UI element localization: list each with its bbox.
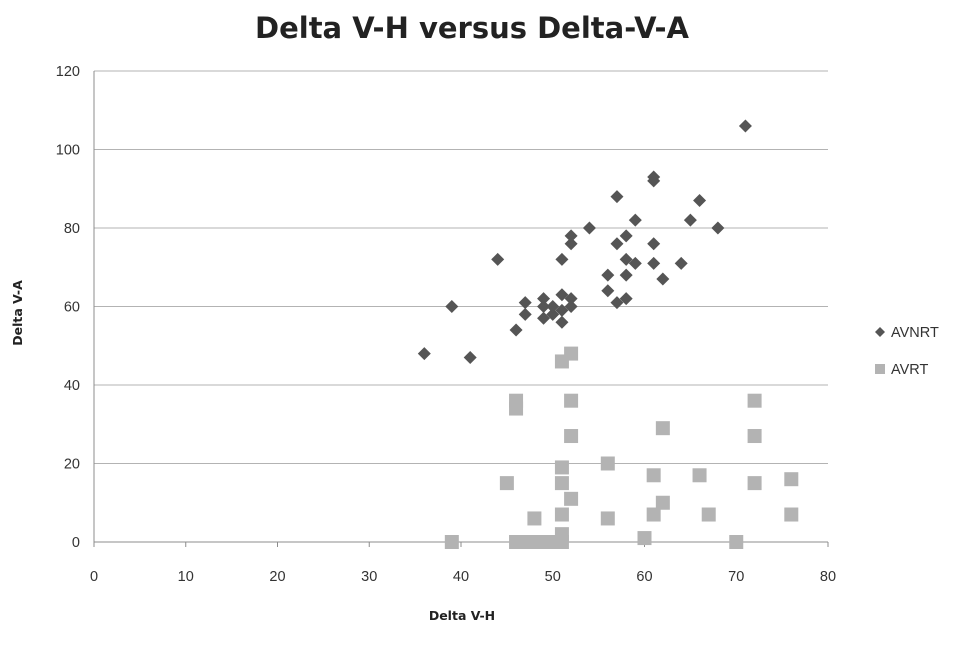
data-point-avrt: [784, 472, 799, 487]
legend: AVNRT AVRT: [875, 325, 939, 378]
data-point-avnrt: [555, 303, 569, 317]
data-point-avnrt: [647, 256, 661, 270]
legend-marker-avrt: [875, 364, 885, 374]
data-point-avnrt: [546, 307, 560, 321]
data-point-avnrt: [537, 311, 551, 325]
data-point-avrt: [499, 476, 514, 491]
data-point-avrt: [655, 495, 670, 510]
data-point-avnrt: [555, 288, 569, 302]
x-tick-label: 30: [361, 569, 377, 585]
data-point-avrt: [600, 511, 615, 526]
data-point-avnrt: [417, 347, 431, 361]
data-point-avnrt: [564, 292, 578, 306]
y-axis-title: Delta V-A: [10, 280, 25, 346]
y-tick-label: 80: [64, 221, 80, 237]
data-point-avrt: [554, 476, 569, 491]
data-point-avrt: [564, 393, 579, 408]
data-point-avnrt: [564, 229, 578, 243]
legend-label-avrt: AVRT: [891, 362, 928, 378]
data-point-avrt: [554, 527, 569, 542]
tick-labels: 0 20 40 60 80 100 120 0 10 20 30 40 50 60 70 80: [56, 64, 836, 585]
data-point-avnrt: [619, 252, 633, 266]
chart-title: Delta V-H versus Delta-V-A: [255, 11, 689, 45]
data-point-avrt: [646, 507, 661, 522]
data-point-avrt: [646, 468, 661, 483]
data-point-avnrt: [518, 307, 532, 321]
axes: [93, 71, 829, 547]
x-tick-label: 80: [820, 569, 836, 585]
data-point-avnrt: [738, 119, 752, 133]
x-tick-label: 10: [178, 569, 194, 585]
data-point-avnrt: [628, 256, 642, 270]
data-point-avnrt: [683, 213, 697, 227]
data-point-avnrt: [564, 300, 578, 313]
data-point-avrt: [729, 535, 744, 549]
data-point-avnrt: [610, 296, 624, 310]
data-point-avrt: [747, 393, 762, 408]
data-point-avnrt: [619, 268, 633, 282]
x-tick-label: 40: [453, 569, 469, 585]
y-tick-label: 120: [56, 64, 80, 80]
data-point-avrt: [444, 535, 459, 549]
legend-marker-avnrt: [875, 327, 885, 337]
data-point-avrt: [509, 393, 524, 408]
data-point-avnrt: [610, 237, 624, 251]
data-point-avnrt: [610, 190, 624, 204]
data-point-avrt: [637, 531, 652, 546]
data-point-avrt: [554, 507, 569, 522]
data-point-avnrt: [628, 213, 642, 227]
data-point-avnrt: [555, 252, 569, 266]
data-point-avnrt: [555, 315, 569, 329]
data-point-avnrt: [647, 237, 661, 251]
data-point-avrt: [527, 511, 542, 526]
x-axis-title: Delta V-H: [429, 608, 495, 623]
y-tick-label: 40: [64, 378, 80, 394]
x-tick-label: 20: [269, 569, 285, 585]
x-tick-label: 70: [728, 569, 744, 585]
data-point-avnrt: [509, 323, 523, 337]
data-point-avnrt: [537, 292, 551, 306]
y-tick-label: 100: [56, 143, 80, 159]
data-point-avrt: [784, 507, 799, 522]
series-avnrt: [417, 119, 752, 365]
data-point-avrt: [554, 460, 569, 475]
data-point-avrt: [747, 429, 762, 444]
gridlines: [94, 70, 828, 464]
data-point-avrt: [701, 507, 716, 522]
data-point-avnrt: [619, 229, 633, 243]
data-point-avrt: [600, 456, 615, 471]
data-point-avnrt: [619, 292, 633, 306]
data-point-avnrt: [518, 296, 532, 310]
data-point-avnrt: [647, 170, 661, 184]
data-point-avnrt: [564, 237, 578, 251]
data-point-avnrt: [656, 272, 670, 286]
data-point-avrt: [692, 468, 707, 483]
x-tick-label: 0: [90, 569, 98, 585]
data-points: [417, 119, 799, 549]
data-point-avnrt: [491, 252, 505, 266]
series-avrt: [444, 346, 799, 549]
data-point-avrt: [564, 429, 579, 444]
data-point-avnrt: [693, 194, 707, 208]
data-point-avrt: [564, 491, 579, 506]
data-point-avnrt: [546, 300, 560, 313]
y-tick-label: 60: [64, 300, 80, 316]
data-point-avnrt: [601, 268, 615, 282]
data-point-avnrt: [674, 256, 688, 270]
y-tick-label: 0: [72, 535, 80, 551]
data-point-avrt: [564, 346, 579, 361]
data-point-avnrt: [537, 300, 551, 313]
data-point-avrt: [747, 476, 762, 491]
data-point-avnrt: [711, 221, 725, 235]
data-point-avnrt: [463, 351, 477, 365]
y-tick-label: 20: [64, 457, 80, 473]
data-point-avnrt: [445, 300, 459, 313]
x-tick-label: 60: [636, 569, 652, 585]
legend-label-avnrt: AVNRT: [891, 325, 939, 341]
data-point-avrt: [655, 421, 670, 436]
data-point-avnrt: [601, 284, 615, 298]
x-tick-label: 50: [545, 569, 561, 585]
data-point-avnrt: [582, 221, 596, 235]
